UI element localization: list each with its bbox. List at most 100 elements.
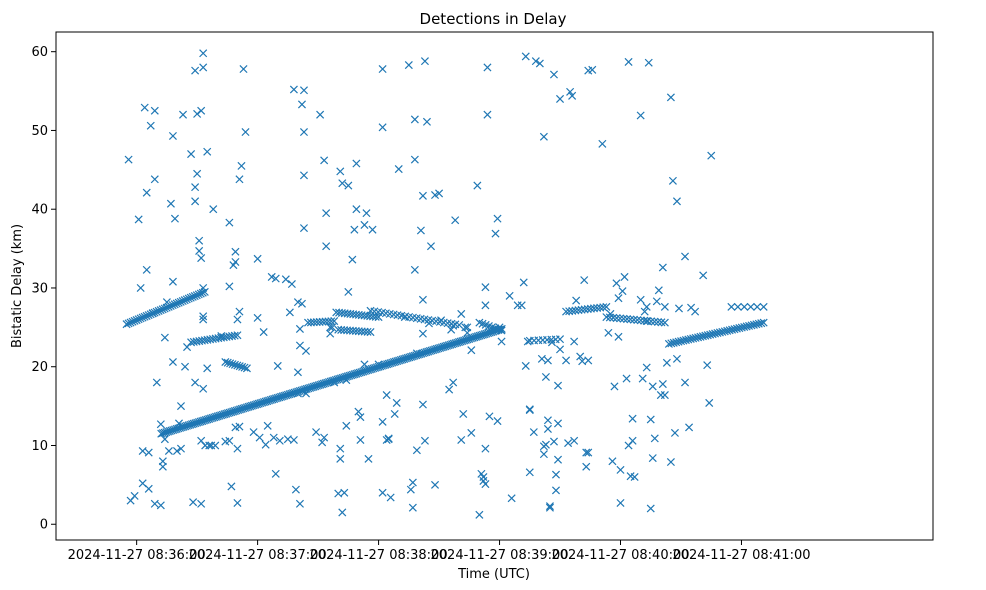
data-point-marker [680,252,690,261]
data-point-marker [199,63,208,72]
data-point-marker [221,357,230,367]
data-point-marker [553,381,563,390]
data-point-marker [686,334,695,344]
data-point-marker [720,327,729,336]
data-point-marker [481,480,490,489]
data-point-marker [715,328,724,337]
data-point-marker [628,414,637,423]
data-point-marker [706,330,715,339]
data-point-marker [326,323,335,332]
data-point-marker [759,302,768,311]
x-tick-label: 2024-11-27 08:41:00 [672,548,810,563]
data-point-marker [330,378,339,387]
data-point-marker [233,444,242,453]
y-axis-title: Bistatic Delay (km) [10,224,25,348]
data-point-marker [551,486,561,495]
data-point-marker [537,354,546,363]
data-point-marker [658,263,667,272]
data-point-marker [451,216,460,225]
x-tick-label: 2024-11-27 08:38:00 [310,548,448,563]
data-point-marker [235,175,244,184]
data-point-marker [568,91,577,100]
data-point-marker [650,317,659,326]
data-point-marker [291,485,300,494]
data-point-marker [485,412,494,421]
y-tick-label: 30 [31,281,48,296]
data-point-marker [698,332,707,341]
data-point-marker [384,434,393,443]
data-point-marker [689,334,698,343]
data-point-marker [467,346,476,355]
data-point-marker [742,322,751,331]
data-point-marker [642,363,651,372]
data-point-marker [201,441,210,450]
data-point-marker [422,117,431,126]
data-point-marker [336,167,345,176]
data-point-marker [241,128,250,137]
data-point-marker [640,316,649,325]
data-point-marker [320,433,329,442]
data-point-marker [531,57,540,66]
data-point-marker [199,283,208,292]
data-point-marker [654,286,663,295]
data-point-marker [620,272,629,281]
data-point-marker [295,499,304,508]
data-point-marker [156,501,165,510]
data-point-marker [599,303,608,312]
data-point-marker [293,389,302,398]
data-point-marker [287,280,296,289]
data-point-marker [191,183,200,192]
data-point-marker [733,302,742,311]
data-point-marker [643,316,652,326]
data-point-marker [642,302,651,311]
data-point-marker [144,311,153,320]
data-point-marker [269,433,278,442]
data-point-marker [699,271,708,280]
data-point-marker [150,175,159,184]
data-point-marker [233,361,242,370]
data-point-marker [191,66,200,75]
x-tick-label: 2024-11-27 08:37:00 [189,548,327,563]
data-point-marker [199,315,208,324]
data-point-marker [694,333,703,342]
marker-layer [122,49,768,519]
data-point-marker [142,188,151,197]
data-point-marker [572,296,581,305]
data-point-marker [132,316,141,325]
data-point-marker [564,439,573,448]
data-point-marker [646,415,655,424]
data-point-marker [679,336,688,345]
data-point-marker [199,384,208,393]
data-point-marker [747,321,756,330]
data-point-marker [604,328,613,337]
data-point-marker [667,339,676,348]
data-point-marker [570,436,579,445]
data-point-marker [711,329,720,338]
data-point-marker [174,419,184,428]
data-point-marker [328,323,337,332]
data-point-marker [170,300,179,309]
data-point-marker [626,315,635,324]
data-point-marker [636,295,645,304]
data-point-marker [242,364,251,373]
data-point-marker [235,422,244,431]
data-point-marker [612,279,621,288]
data-point-marker [233,331,242,340]
data-point-marker [749,320,758,329]
data-point-marker [416,226,425,235]
data-point-marker [529,428,538,437]
data-point-marker [457,435,466,444]
data-point-marker [646,504,655,513]
data-point-marker [156,420,165,429]
data-point-marker [166,199,175,208]
data-point-marker [176,402,186,411]
data-point-marker [541,372,550,381]
data-point-marker [378,417,387,426]
data-point-marker [622,374,631,383]
data-point-marker [138,313,147,322]
y-tick-label: 50 [31,124,48,139]
data-point-marker [543,424,552,433]
data-point-marker [576,352,585,361]
data-point-marker [142,265,151,274]
